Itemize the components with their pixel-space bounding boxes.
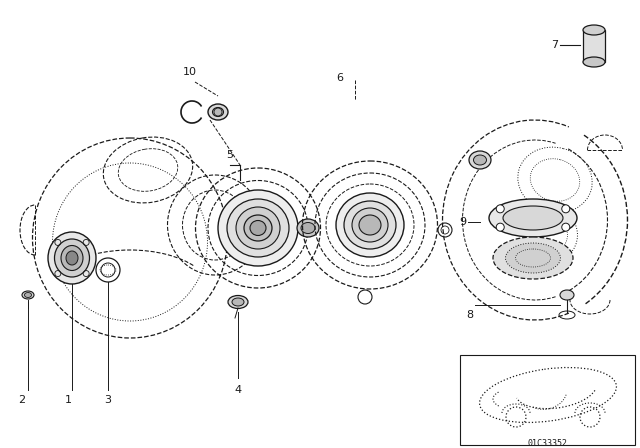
Ellipse shape [24,293,31,297]
Ellipse shape [489,199,577,237]
Text: 1: 1 [65,395,72,405]
Ellipse shape [66,251,78,265]
Ellipse shape [61,246,83,271]
Ellipse shape [232,298,244,306]
Ellipse shape [503,206,563,230]
Ellipse shape [344,201,396,249]
Text: 01C33352: 01C33352 [528,439,568,448]
Ellipse shape [336,193,404,257]
Ellipse shape [359,215,381,235]
Text: 2: 2 [19,395,26,405]
Ellipse shape [236,207,280,249]
Ellipse shape [54,239,90,277]
Ellipse shape [250,220,266,236]
Text: 5: 5 [227,150,234,160]
Ellipse shape [218,190,298,266]
Text: 6: 6 [337,73,344,83]
Ellipse shape [496,205,504,213]
Ellipse shape [583,57,605,67]
Ellipse shape [227,199,289,257]
Ellipse shape [506,243,561,273]
Bar [583,30,605,62]
Ellipse shape [493,237,573,279]
Text: 8: 8 [467,310,474,320]
Ellipse shape [496,223,504,231]
Ellipse shape [301,223,315,233]
Ellipse shape [208,104,228,120]
Bar [460,355,635,445]
Ellipse shape [228,296,248,309]
Ellipse shape [22,291,34,299]
Text: 9: 9 [460,217,467,227]
Text: 4: 4 [234,385,241,395]
Ellipse shape [583,25,605,35]
Ellipse shape [48,232,96,284]
Text: 3: 3 [104,395,111,405]
Ellipse shape [297,219,319,237]
Ellipse shape [244,215,272,241]
Ellipse shape [352,208,388,242]
Ellipse shape [560,290,574,300]
Ellipse shape [562,223,570,231]
Ellipse shape [562,205,570,213]
Text: 10: 10 [183,67,197,77]
Ellipse shape [212,108,223,116]
Ellipse shape [469,151,491,169]
Text: 7: 7 [552,40,559,50]
Ellipse shape [474,155,486,165]
